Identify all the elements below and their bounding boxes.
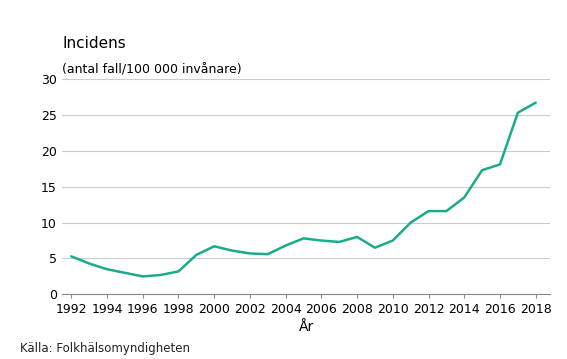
- Text: Incidens: Incidens: [62, 36, 126, 51]
- Text: (antal fall/100 000 invånare): (antal fall/100 000 invånare): [62, 64, 242, 77]
- Text: Källa: Folkhälsomyndigheten: Källa: Folkhälsomyndigheten: [20, 342, 190, 355]
- X-axis label: År: År: [299, 320, 314, 334]
